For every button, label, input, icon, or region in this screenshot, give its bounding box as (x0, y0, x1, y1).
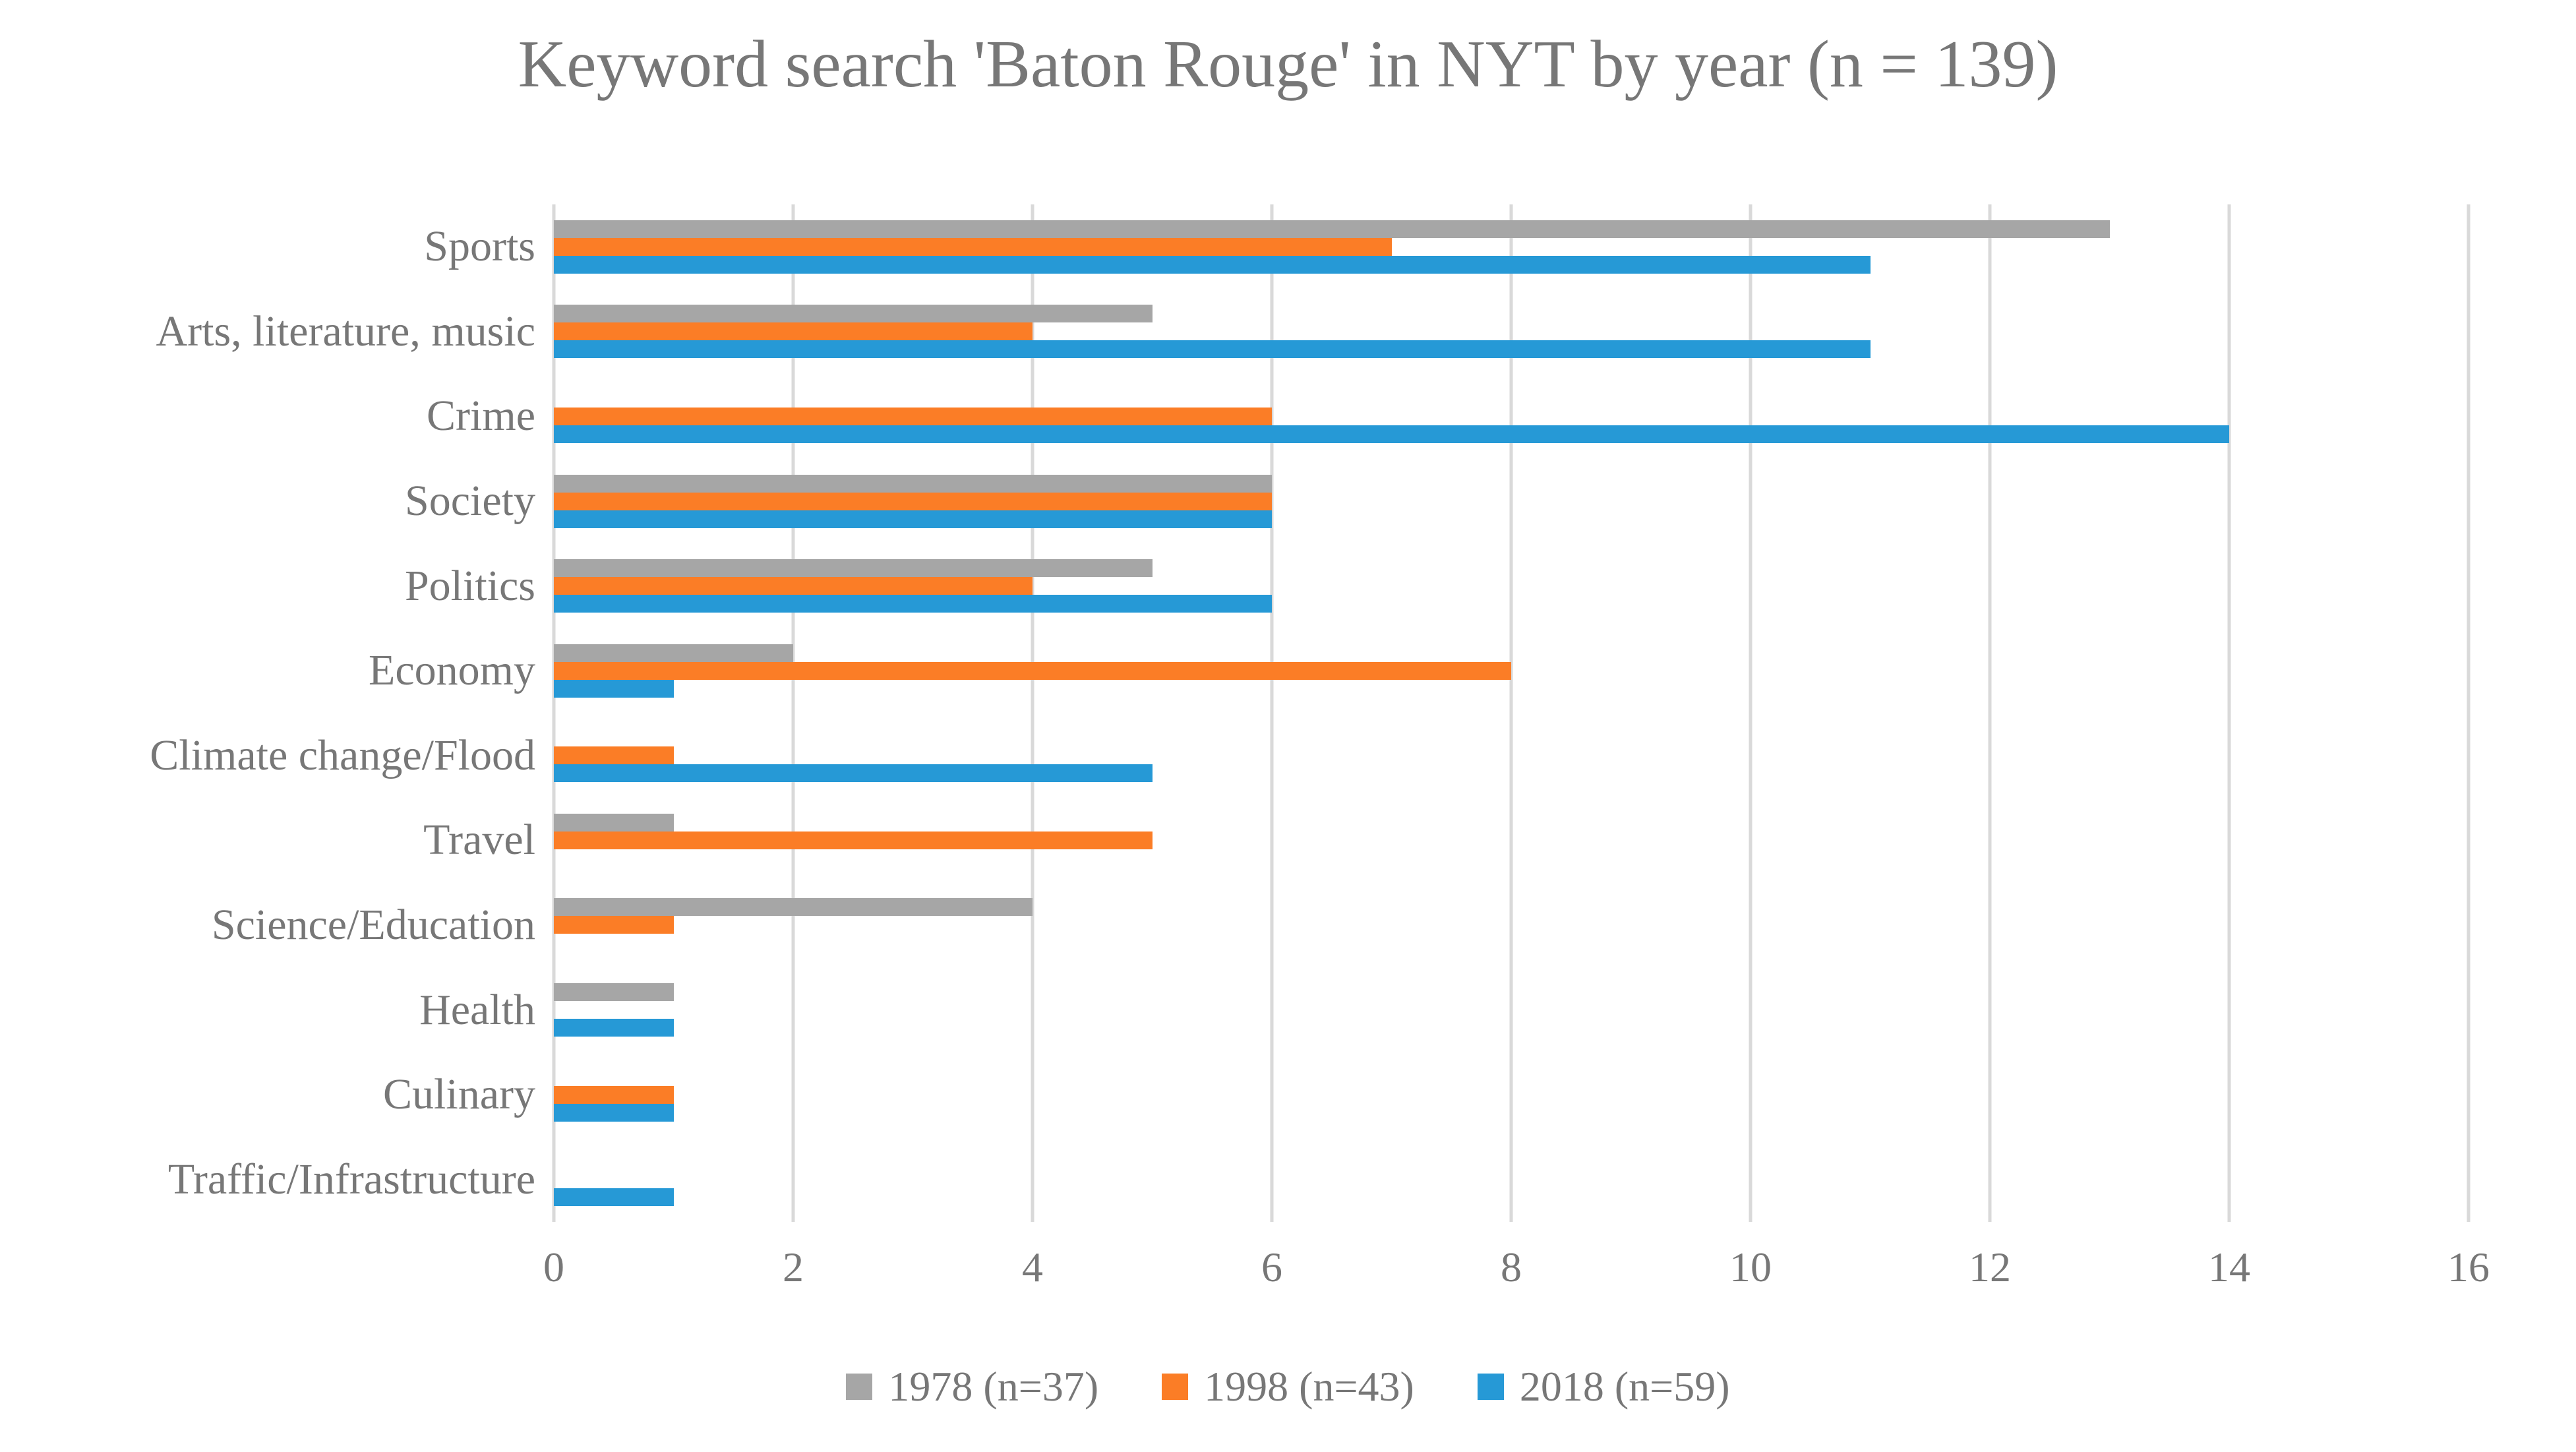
x-tick-label-4: 4 (1022, 1244, 1043, 1290)
bar-economy-1998 (554, 661, 1511, 680)
x-tick-label-16: 16 (2447, 1244, 2490, 1290)
bar-economy-2018 (554, 679, 674, 698)
gridline-x-2 (791, 204, 795, 1222)
bar-sports-2018 (554, 255, 1871, 274)
bar-society-1998 (554, 492, 1272, 510)
bar-sports-1978 (554, 220, 2110, 238)
bar-traffic-infrastructure-2018 (554, 1188, 674, 1207)
gridline-x-8 (1509, 204, 1513, 1222)
category-label-travel: Travel (423, 816, 535, 864)
bar-science-education-1978 (554, 898, 1033, 917)
gridline-x-10 (1749, 204, 1752, 1222)
gridline-x-0 (552, 204, 556, 1222)
bar-crime-1998 (554, 407, 1272, 425)
bar-politics-2018 (554, 595, 1272, 613)
chart-title: Keyword search 'Baton Rouge' in NYT by y… (518, 27, 2058, 102)
legend-label: 2018 (n=59) (1519, 1363, 1730, 1410)
plot-area (552, 204, 2471, 1222)
category-label-politics: Politics (404, 561, 535, 610)
bar-health-2018 (554, 1019, 674, 1037)
bar-travel-1998 (554, 831, 1153, 849)
legend-item-1978: 1978 (n=37) (846, 1362, 1098, 1411)
legend-item-1998: 1998 (n=43) (1162, 1362, 1414, 1411)
bar-crime-2018 (554, 425, 2229, 443)
gridline-x-4 (1031, 204, 1034, 1222)
bar-culinary-2018 (554, 1103, 674, 1122)
category-label-health: Health (419, 985, 535, 1034)
gridline-x-16 (2467, 204, 2471, 1222)
x-tick-label-10: 10 (1729, 1244, 1772, 1290)
bar-society-1978 (554, 474, 1272, 493)
bar-climate-change-flood-1998 (554, 746, 674, 765)
category-label-arts-literature-music: Arts, literature, music (156, 307, 535, 355)
bar-culinary-1998 (554, 1085, 674, 1104)
x-tick-label-6: 6 (1261, 1244, 1282, 1290)
legend-label: 1978 (n=37) (888, 1363, 1099, 1410)
x-tick-label-0: 0 (543, 1244, 564, 1290)
category-label-traffic-infrastructure: Traffic/Infrastructure (167, 1155, 535, 1203)
bar-arts-literature-music-1978 (554, 305, 1153, 323)
category-label-economy: Economy (369, 646, 535, 695)
x-tick-label-14: 14 (2208, 1244, 2250, 1290)
x-tick-label-8: 8 (1501, 1244, 1522, 1290)
legend: 1978 (n=37) 1998 (n=43) 2018 (n=59) (0, 1350, 2576, 1423)
category-label-crime: Crime (427, 392, 535, 440)
bar-climate-change-flood-2018 (554, 764, 1153, 783)
bar-society-2018 (554, 510, 1272, 528)
bar-politics-1998 (554, 577, 1033, 595)
gridline-x-14 (2227, 204, 2231, 1222)
bar-sports-1998 (554, 237, 1392, 256)
legend-item-2018: 2018 (n=59) (1477, 1362, 1730, 1411)
category-label-culinary: Culinary (383, 1070, 535, 1119)
category-label-sports: Sports (424, 222, 535, 271)
gridline-x-12 (1988, 204, 1992, 1222)
legend-swatch-icon (846, 1374, 873, 1400)
x-tick-label-2: 2 (783, 1244, 804, 1290)
bar-politics-1978 (554, 559, 1153, 578)
gridline-x-6 (1270, 204, 1274, 1222)
bar-arts-literature-music-1998 (554, 322, 1033, 341)
bar-health-1978 (554, 983, 674, 1002)
legend-label: 1998 (n=43) (1204, 1363, 1414, 1410)
category-label-science-education: Science/Education (211, 900, 535, 949)
legend-swatch-icon (1477, 1374, 1504, 1400)
x-tick-label-12: 12 (1969, 1244, 2011, 1290)
bar-science-education-1998 (554, 916, 674, 934)
category-label-society: Society (405, 477, 535, 526)
legend-swatch-icon (1162, 1374, 1189, 1400)
bar-arts-literature-music-2018 (554, 340, 1871, 359)
bar-economy-1978 (554, 644, 793, 662)
bar-travel-1978 (554, 813, 674, 832)
category-label-climate-change-flood: Climate change/Flood (150, 731, 535, 779)
